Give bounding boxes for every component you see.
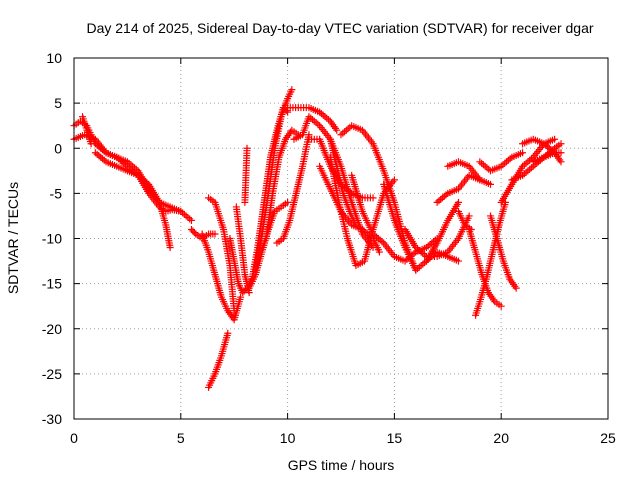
series-track-4 — [79, 113, 95, 148]
data-point — [487, 180, 495, 188]
tick-layer: 0 5 10 15 20 25 -30 -25 -20 -15 -10 -5 0 5 10 — [42, 50, 616, 446]
series-track-25 — [380, 180, 462, 274]
series-track-17 — [284, 104, 341, 134]
data-point — [497, 302, 505, 310]
data-point — [557, 158, 565, 166]
x-tick-label: 0 — [70, 430, 78, 446]
data-point — [454, 257, 462, 265]
series-track-21 — [326, 135, 360, 229]
series-track-38 — [529, 149, 565, 166]
data-layer — [70, 86, 565, 391]
series-track-11 — [241, 144, 251, 206]
data-point — [211, 230, 219, 238]
data-point — [237, 293, 245, 301]
x-tick-label: 25 — [600, 430, 616, 446]
series-track-16 — [273, 131, 313, 247]
data-point — [230, 307, 238, 315]
x-tick-label: 15 — [387, 430, 403, 446]
x-axis-label: GPS time / hours — [288, 457, 395, 473]
data-point — [465, 212, 473, 220]
data-point — [243, 144, 251, 152]
series-track-8 — [205, 329, 232, 391]
data-point — [177, 207, 185, 215]
data-point — [166, 244, 174, 252]
data-point — [557, 149, 565, 157]
data-point — [369, 194, 377, 202]
y-tick-label: -25 — [42, 366, 62, 382]
grid-layer — [74, 58, 608, 419]
data-point — [87, 140, 95, 148]
y-tick-label: 10 — [46, 50, 62, 66]
data-point — [390, 176, 398, 184]
data-point — [519, 149, 527, 157]
x-tick-label: 20 — [493, 430, 509, 446]
x-tick-label: 10 — [280, 430, 296, 446]
chart-title: Day 214 of 2025, Sidereal Day-to-day VTE… — [86, 20, 593, 36]
data-point — [454, 198, 462, 206]
data-point — [190, 228, 198, 236]
y-tick-label: -20 — [42, 321, 62, 337]
y-tick-label: 0 — [54, 140, 62, 156]
y-tick-label: 5 — [54, 95, 62, 111]
y-tick-label: -10 — [42, 231, 62, 247]
data-point — [288, 86, 296, 94]
y-tick-label: -15 — [42, 276, 62, 292]
data-point — [284, 198, 292, 206]
data-point — [375, 248, 383, 256]
series-track-29 — [444, 158, 495, 188]
y-tick-label: -30 — [42, 411, 62, 427]
series-track-27 — [422, 248, 462, 265]
series-track-28 — [433, 171, 484, 206]
data-point — [551, 135, 559, 143]
data-point — [352, 221, 360, 229]
data-point — [333, 126, 341, 134]
data-point — [224, 329, 232, 337]
series-track-34 — [476, 149, 527, 175]
data-point — [557, 140, 565, 148]
y-tick-label: -5 — [50, 185, 63, 201]
series-track-14 — [252, 86, 296, 274]
data-point — [512, 284, 520, 292]
y-axis-label: SDTVAR / TECUs — [5, 182, 21, 294]
series-track-33 — [487, 212, 520, 292]
series-track-3 — [91, 149, 174, 252]
data-point — [187, 216, 195, 224]
x-tick-label: 5 — [177, 430, 185, 446]
